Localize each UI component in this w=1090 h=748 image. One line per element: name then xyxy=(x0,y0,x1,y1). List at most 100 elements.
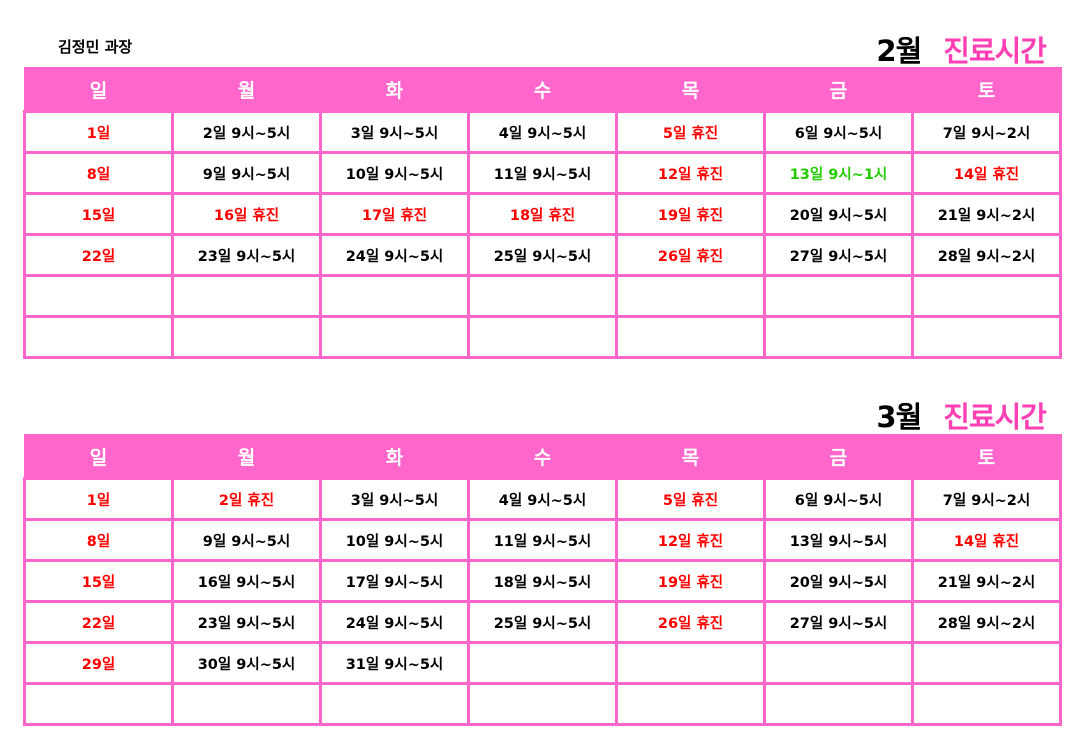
day-cell: 22일 xyxy=(23,600,174,644)
day-cell xyxy=(911,274,1062,318)
day-cell: 1일 xyxy=(23,110,174,154)
doctor-name: 김정민 과장 xyxy=(58,38,133,56)
weekday-header: 수 xyxy=(467,434,618,480)
day-cell: 24일 9시~5시 xyxy=(319,600,470,644)
weekday-header: 목 xyxy=(615,67,766,113)
day-cell: 17일 9시~5시 xyxy=(319,559,470,603)
day-cell: 2일 9시~5시 xyxy=(171,110,322,154)
day-cell: 4일 9시~5시 xyxy=(467,477,618,521)
day-cell: 7일 9시~2시 xyxy=(911,110,1062,154)
day-cell: 13일 9시~5시 xyxy=(763,518,914,562)
day-cell: 24일 9시~5시 xyxy=(319,233,470,277)
day-cell: 15일 xyxy=(23,559,174,603)
day-cell: 25일 9시~5시 xyxy=(467,600,618,644)
day-cell: 20일 9시~5시 xyxy=(763,192,914,236)
week-row xyxy=(23,274,1062,318)
day-cell: 28일 9시~2시 xyxy=(911,233,1062,277)
day-cell xyxy=(467,682,618,726)
day-cell: 18일 9시~5시 xyxy=(467,559,618,603)
month-label: 2월 xyxy=(876,34,922,68)
day-cell: 22일 xyxy=(23,233,174,277)
week-row: 1일 2일 9시~5시 3일 9시~5시 4일 9시~5시 5일 휴진 6일 9시~5시 7… xyxy=(23,110,1062,154)
weekday-header: 토 xyxy=(911,434,1062,480)
week-row xyxy=(23,682,1062,726)
day-cell: 21일 9시~2시 xyxy=(911,192,1062,236)
day-cell xyxy=(615,274,766,318)
day-cell xyxy=(171,274,322,318)
day-cell: 25일 9시~5시 xyxy=(467,233,618,277)
day-cell: 28일 9시~2시 xyxy=(911,600,1062,644)
day-cell: 27일 9시~5시 xyxy=(763,600,914,644)
day-cell: 3일 9시~5시 xyxy=(319,477,470,521)
weekday-header: 목 xyxy=(615,434,766,480)
day-cell xyxy=(171,315,322,359)
day-cell xyxy=(319,274,470,318)
march-schedule-table: 일 월 화 수 목 금 토 1일 2일 휴진 3일 9시~5시 4일 9시~5시 5일 휴진 6일 9시… xyxy=(23,434,1062,726)
day-cell xyxy=(319,315,470,359)
week-row: 29일 30일 9시~5시 31일 9시~5시 xyxy=(23,641,1062,685)
day-cell xyxy=(23,315,174,359)
march-title: 3월 진료시간 xyxy=(876,394,1047,436)
week-row: 15일 16일 9시~5시 17일 9시~5시 18일 9시~5시 19일 휴진 20일 … xyxy=(23,559,1062,603)
weekday-header: 월 xyxy=(171,67,322,113)
day-cell: 12일 휴진 xyxy=(615,151,766,195)
day-cell: 11일 9시~5시 xyxy=(467,151,618,195)
day-cell xyxy=(615,641,766,685)
day-cell xyxy=(23,274,174,318)
day-cell: 9일 9시~5시 xyxy=(171,151,322,195)
day-cell: 26일 휴진 xyxy=(615,233,766,277)
weekday-header: 금 xyxy=(763,67,914,113)
day-cell: 4일 9시~5시 xyxy=(467,110,618,154)
title-label: 진료시간 xyxy=(943,400,1047,434)
day-cell xyxy=(615,315,766,359)
day-cell xyxy=(171,682,322,726)
day-cell: 11일 9시~5시 xyxy=(467,518,618,562)
day-cell xyxy=(911,641,1062,685)
day-cell: 27일 9시~5시 xyxy=(763,233,914,277)
day-cell xyxy=(467,315,618,359)
day-cell: 21일 9시~2시 xyxy=(911,559,1062,603)
day-cell: 18일 휴진 xyxy=(467,192,618,236)
day-cell xyxy=(763,274,914,318)
day-cell: 9일 9시~5시 xyxy=(171,518,322,562)
day-cell xyxy=(911,315,1062,359)
day-cell: 2일 휴진 xyxy=(171,477,322,521)
day-cell xyxy=(763,641,914,685)
day-cell: 10일 9시~5시 xyxy=(319,518,470,562)
day-cell: 6일 9시~5시 xyxy=(763,110,914,154)
day-cell: 14일 휴진 xyxy=(911,151,1062,195)
february-schedule-table: 일 월 화 수 목 금 토 1일 2일 9시~5시 3일 9시~5시 4일 9시~5시 5일 휴진 6일… xyxy=(23,67,1062,359)
day-cell xyxy=(467,274,618,318)
day-cell: 29일 xyxy=(23,641,174,685)
day-cell: 1일 xyxy=(23,477,174,521)
day-cell: 19일 휴진 xyxy=(615,559,766,603)
day-cell xyxy=(467,641,618,685)
day-cell: 8일 xyxy=(23,518,174,562)
day-cell: 15일 xyxy=(23,192,174,236)
title-label: 진료시간 xyxy=(943,34,1047,68)
week-row: 1일 2일 휴진 3일 9시~5시 4일 9시~5시 5일 휴진 6일 9시~5시 7일 9… xyxy=(23,477,1062,521)
day-cell: 16일 휴진 xyxy=(171,192,322,236)
weekday-header: 토 xyxy=(911,67,1062,113)
day-cell: 13일 9시~1시 xyxy=(763,151,914,195)
day-cell: 7일 9시~2시 xyxy=(911,477,1062,521)
day-cell: 23일 9시~5시 xyxy=(171,600,322,644)
day-cell: 30일 9시~5시 xyxy=(171,641,322,685)
week-row: 8일 9일 9시~5시 10일 9시~5시 11일 9시~5시 12일 휴진 13일 9시… xyxy=(23,151,1062,195)
day-cell: 5일 휴진 xyxy=(615,477,766,521)
week-row: 8일 9일 9시~5시 10일 9시~5시 11일 9시~5시 12일 휴진 13일 9시… xyxy=(23,518,1062,562)
day-cell: 12일 휴진 xyxy=(615,518,766,562)
weekday-header: 수 xyxy=(467,67,618,113)
day-cell: 8일 xyxy=(23,151,174,195)
day-cell xyxy=(319,682,470,726)
week-row: 15일 16일 휴진 17일 휴진 18일 휴진 19일 휴진 20일 9시~5시 21일 … xyxy=(23,192,1062,236)
day-cell: 19일 휴진 xyxy=(615,192,766,236)
day-cell: 10일 9시~5시 xyxy=(319,151,470,195)
day-cell xyxy=(763,682,914,726)
weekday-header: 화 xyxy=(319,67,470,113)
week-row: 22일 23일 9시~5시 24일 9시~5시 25일 9시~5시 26일 휴진 27일 … xyxy=(23,233,1062,277)
day-cell xyxy=(615,682,766,726)
week-row xyxy=(23,315,1062,359)
